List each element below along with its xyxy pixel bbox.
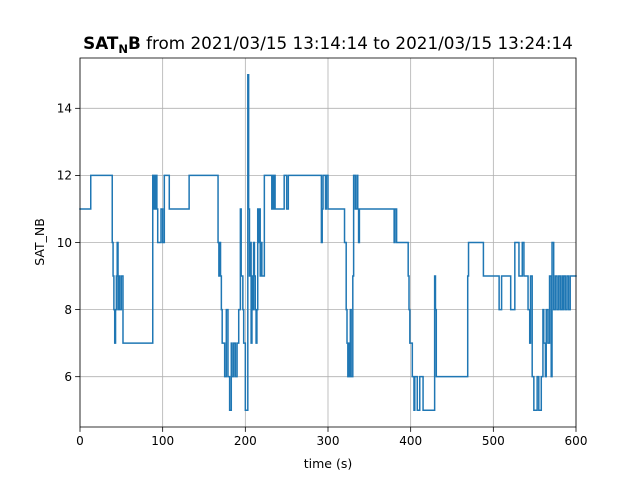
series-layer [79,74,577,411]
x-tick-label: 500 [482,434,505,448]
title-tail: B [128,33,141,53]
y-axis-ticks: 6 8 10 12 14 [57,102,80,384]
x-tick-label: 600 [565,434,588,448]
x-tick-label: 400 [399,434,422,448]
x-tick-label: 100 [151,434,174,448]
x-tick-label: 200 [234,434,257,448]
title-main: SAT [83,33,119,53]
title-subscript: N [118,42,128,56]
x-tick-label: 0 [76,434,84,448]
y-tick-label: 8 [64,303,72,317]
x-axis-label: time (s) [304,456,352,471]
series-line [79,74,577,411]
chart-title: SATNB from 2021/03/15 13:14:14 to 2021/0… [83,33,573,56]
y-tick-label: 14 [57,102,72,116]
y-tick-label: 10 [57,236,72,250]
y-tick-label: 6 [64,370,72,384]
y-tick-label: 12 [57,169,72,183]
x-axis-ticks: 0 100 200 300 400 500 600 [76,427,587,448]
y-axis-label: SAT_NB [32,218,47,266]
x-tick-label: 300 [317,434,340,448]
title-time-range: from 2021/03/15 13:14:14 to 2021/03/15 1… [141,33,573,53]
